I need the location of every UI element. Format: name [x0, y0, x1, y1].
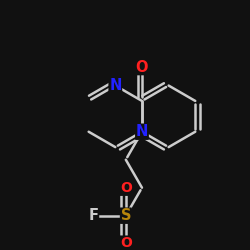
Text: N: N — [136, 124, 148, 139]
Text: O: O — [120, 181, 132, 195]
Text: O: O — [136, 60, 148, 74]
Text: N: N — [109, 78, 122, 93]
Text: O: O — [120, 236, 132, 250]
Text: F: F — [88, 208, 99, 223]
Text: S: S — [120, 208, 131, 223]
